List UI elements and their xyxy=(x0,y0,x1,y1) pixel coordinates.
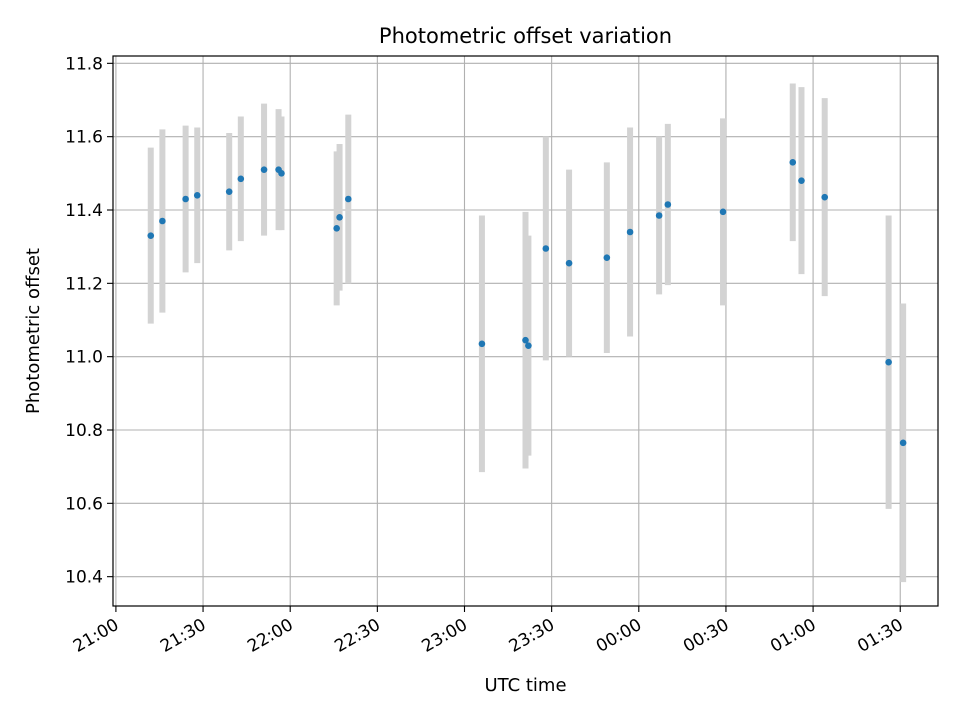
data-point xyxy=(237,175,245,183)
y-tick-label: 11.4 xyxy=(65,201,103,221)
data-point xyxy=(344,195,352,203)
data-point xyxy=(278,170,285,177)
y-tick-label: 10.4 xyxy=(65,568,103,588)
data-point xyxy=(885,358,892,366)
data-point xyxy=(789,159,797,166)
y-tick-label: 11.6 xyxy=(65,128,103,148)
data-point xyxy=(525,342,532,349)
data-point xyxy=(542,245,550,252)
y-tick-label: 11.2 xyxy=(65,274,103,294)
data-point xyxy=(522,336,529,344)
data-point xyxy=(664,201,672,208)
data-point xyxy=(260,166,268,173)
y-tick-label: 11.8 xyxy=(65,54,103,74)
data-point xyxy=(603,254,611,261)
data-point xyxy=(798,177,805,184)
data-point xyxy=(147,232,155,239)
chart-title: Photometric offset variation xyxy=(379,24,672,48)
data-point xyxy=(333,225,340,232)
plot-frame xyxy=(112,55,939,607)
data-point xyxy=(655,212,663,219)
data-point xyxy=(182,195,189,203)
data-point xyxy=(193,192,201,199)
y-axis-title: Photometric offset xyxy=(23,248,44,414)
data-point xyxy=(565,259,573,267)
data-point xyxy=(719,208,727,216)
data-point xyxy=(225,188,233,195)
y-tick-label: 11.0 xyxy=(65,348,103,368)
data-point xyxy=(626,228,634,236)
data-point xyxy=(159,217,166,225)
data-point xyxy=(821,193,829,201)
y-tick-label: 10.6 xyxy=(65,494,103,514)
data-points xyxy=(147,159,907,447)
data-point xyxy=(336,214,343,221)
y-tick-label: 10.8 xyxy=(65,421,103,441)
x-axis-title: UTC time xyxy=(484,675,566,696)
data-point xyxy=(478,340,486,348)
data-point xyxy=(899,439,907,447)
